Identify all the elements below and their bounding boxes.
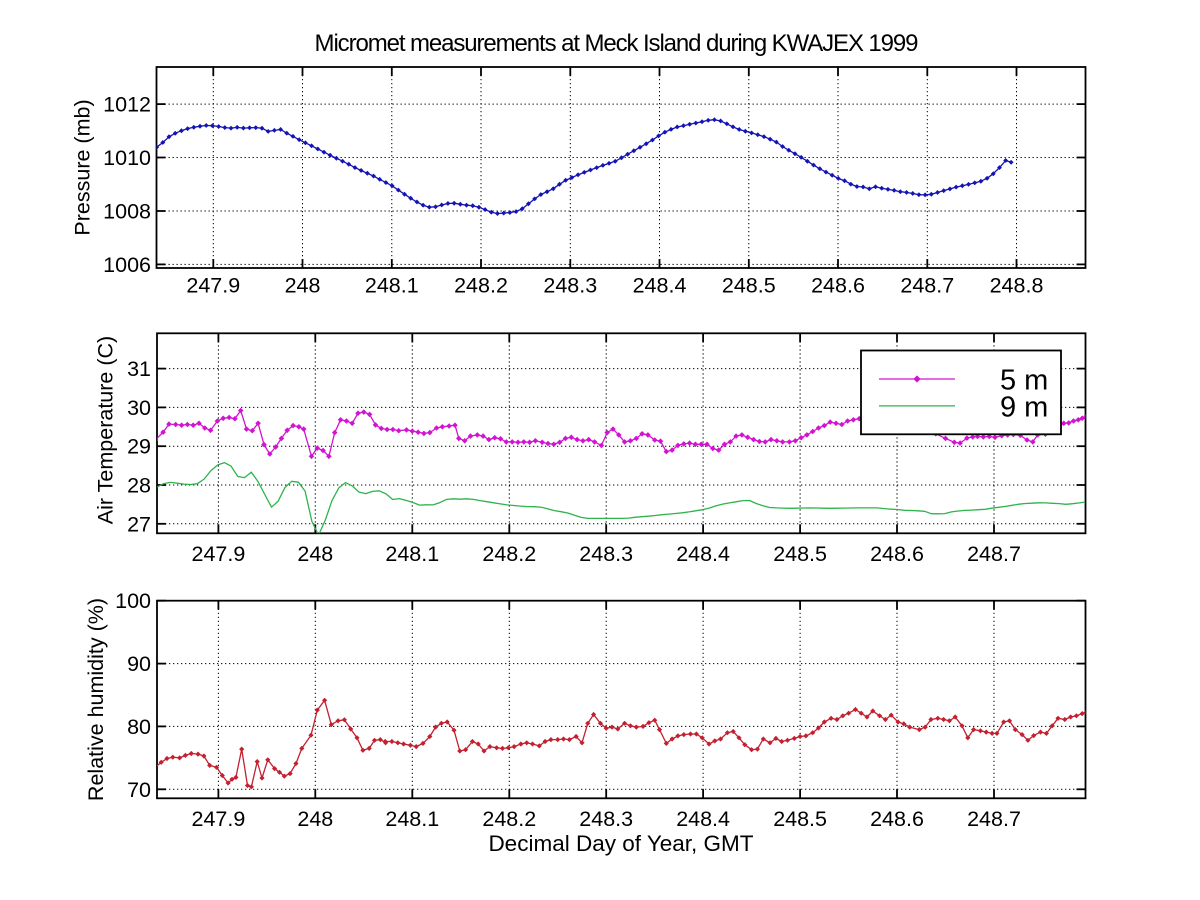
svg-text:27: 27 xyxy=(127,512,151,536)
svg-text:248.4: 248.4 xyxy=(676,807,730,831)
svg-text:28: 28 xyxy=(127,474,151,498)
svg-text:247.9: 247.9 xyxy=(191,542,245,566)
svg-text:248.1: 248.1 xyxy=(385,542,439,566)
svg-text:1006: 1006 xyxy=(103,253,151,277)
svg-text:248.5: 248.5 xyxy=(722,274,776,298)
svg-text:248.2: 248.2 xyxy=(454,274,508,298)
svg-text:248.1: 248.1 xyxy=(385,807,439,831)
svg-text:Relative humidity (%): Relative humidity (%) xyxy=(84,598,108,801)
svg-text:248: 248 xyxy=(297,542,333,566)
svg-text:100: 100 xyxy=(115,589,151,613)
svg-text:248.3: 248.3 xyxy=(579,807,633,831)
svg-text:248.2: 248.2 xyxy=(482,807,536,831)
svg-text:248.1: 248.1 xyxy=(365,274,419,298)
svg-text:248.7: 248.7 xyxy=(900,274,954,298)
svg-text:248.5: 248.5 xyxy=(773,807,827,831)
svg-text:5 m: 5 m xyxy=(1000,365,1048,397)
svg-text:247.9: 247.9 xyxy=(191,807,245,831)
svg-text:248: 248 xyxy=(285,274,321,298)
svg-text:Micromet measurements at Meck: Micromet measurements at Meck Island dur… xyxy=(315,30,919,57)
svg-text:30: 30 xyxy=(127,396,151,420)
svg-text:248.4: 248.4 xyxy=(676,542,730,566)
svg-text:1012: 1012 xyxy=(103,93,151,117)
svg-text:247.9: 247.9 xyxy=(186,274,240,298)
svg-text:248.6: 248.6 xyxy=(811,274,865,298)
svg-text:248.8: 248.8 xyxy=(990,274,1044,298)
svg-text:1010: 1010 xyxy=(103,146,151,170)
svg-text:248.6: 248.6 xyxy=(870,807,924,831)
svg-text:80: 80 xyxy=(127,715,151,739)
svg-text:248: 248 xyxy=(297,807,333,831)
svg-text:248.6: 248.6 xyxy=(870,542,924,566)
svg-text:9 m: 9 m xyxy=(1000,392,1048,424)
svg-text:248.7: 248.7 xyxy=(967,807,1021,831)
svg-text:248.4: 248.4 xyxy=(633,274,687,298)
svg-text:1008: 1008 xyxy=(103,200,151,224)
svg-text:70: 70 xyxy=(127,778,151,802)
svg-text:Pressure (mb): Pressure (mb) xyxy=(71,99,95,235)
svg-text:Decimal Day of Year, GMT: Decimal Day of Year, GMT xyxy=(488,831,753,856)
svg-text:31: 31 xyxy=(127,357,151,381)
svg-text:248.5: 248.5 xyxy=(773,542,827,566)
svg-text:29: 29 xyxy=(127,435,151,459)
svg-text:90: 90 xyxy=(127,652,151,676)
svg-text:248.3: 248.3 xyxy=(579,542,633,566)
svg-text:248.3: 248.3 xyxy=(543,274,597,298)
svg-text:248.2: 248.2 xyxy=(482,542,536,566)
svg-text:248.7: 248.7 xyxy=(967,542,1021,566)
svg-text:Air Temperature (C): Air Temperature (C) xyxy=(94,336,118,524)
